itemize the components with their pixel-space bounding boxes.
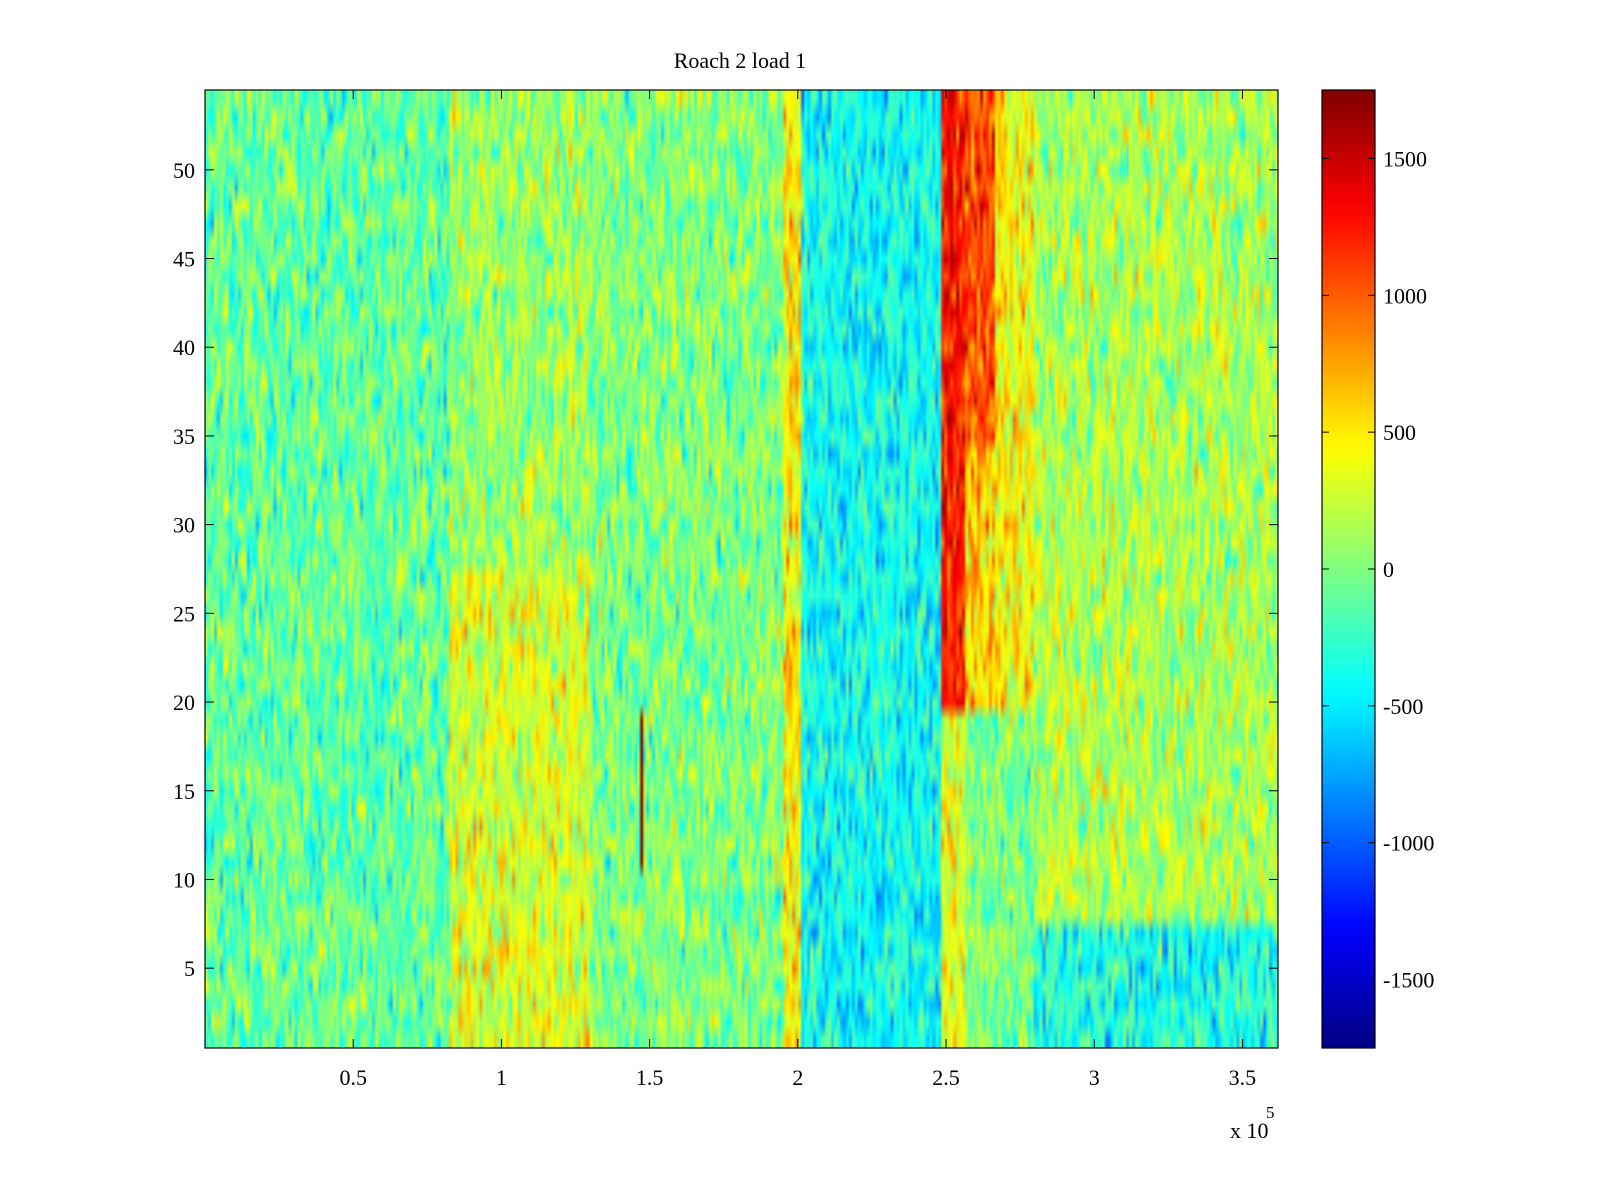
x-exponent-power: 5 <box>1266 1103 1275 1122</box>
y-tick-label: 20 <box>173 690 195 715</box>
y-tick-label: 30 <box>173 513 195 538</box>
y-tick-label: 45 <box>173 247 195 272</box>
x-tick-label: 3 <box>1089 1065 1100 1090</box>
colorbar-tick-label: -1000 <box>1383 831 1434 856</box>
y-tick-label: 15 <box>173 779 195 804</box>
colorbar: 1500 1000 500 0 -500 -1000 -1500 <box>1321 89 1434 1049</box>
heatmap-plot-area <box>204 89 1279 1049</box>
x-tick-label: 2.5 <box>932 1065 960 1090</box>
chart-title: Roach 2 load 1 <box>674 48 807 73</box>
colorbar-tick-label: 0 <box>1383 557 1394 582</box>
y-tick-label: 40 <box>173 335 195 360</box>
y-tick-label: 10 <box>173 867 195 892</box>
x-axis: 0.5 1 1.5 2 2.5 3 3.5 <box>339 90 1256 1090</box>
x-tick-label: 0.5 <box>339 1065 367 1090</box>
y-tick-label: 5 <box>184 956 195 981</box>
colorbar-tick-label: 1500 <box>1383 146 1427 171</box>
x-exponent-label: x 10 <box>1230 1118 1269 1143</box>
colorbar-gradient <box>1322 90 1375 1048</box>
x-tick-label: 3.5 <box>1229 1065 1257 1090</box>
colorbar-tick-label: -500 <box>1383 694 1423 719</box>
colorbar-tick-label: 1000 <box>1383 283 1427 308</box>
colorbar-tick-label: -1500 <box>1383 968 1434 993</box>
y-tick-label: 35 <box>173 424 195 449</box>
colorbar-ticks: 1500 1000 500 0 -500 -1000 -1500 <box>1322 146 1434 993</box>
y-tick-label: 25 <box>173 601 195 626</box>
plot-frame <box>204 89 1279 1049</box>
colorbar-tick-label: 500 <box>1383 420 1416 445</box>
y-axis: 5 10 15 20 25 30 35 40 45 50 <box>173 158 1278 981</box>
x-tick-label: 1 <box>496 1065 507 1090</box>
heatmap-image <box>205 90 1278 1048</box>
x-tick-label: 2 <box>792 1065 803 1090</box>
x-tick-label: 1.5 <box>636 1065 664 1090</box>
y-tick-label: 50 <box>173 158 195 183</box>
